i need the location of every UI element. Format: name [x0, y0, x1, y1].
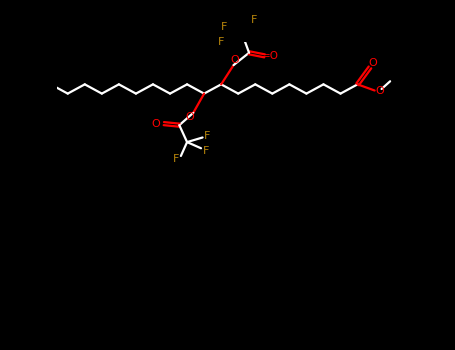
Text: F: F: [218, 37, 224, 47]
Text: F: F: [221, 22, 228, 32]
Text: F: F: [204, 131, 210, 141]
Text: F: F: [202, 146, 209, 155]
Text: O: O: [152, 119, 161, 128]
Text: F: F: [251, 15, 257, 24]
Text: O: O: [186, 112, 195, 122]
Text: =O: =O: [262, 51, 279, 61]
Text: O: O: [375, 86, 384, 96]
Text: O: O: [231, 56, 239, 65]
Text: O: O: [369, 58, 378, 68]
Text: F: F: [173, 154, 179, 164]
